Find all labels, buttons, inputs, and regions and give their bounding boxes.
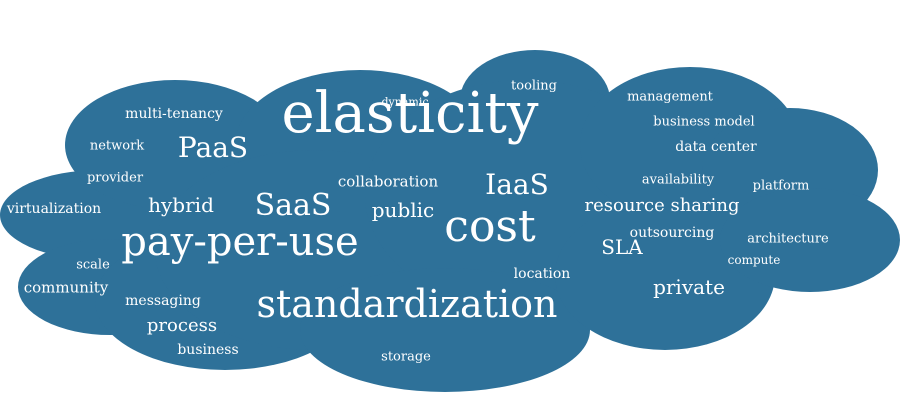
word-dynamic: dynamic <box>381 95 429 109</box>
word-collaboration: collaboration <box>337 172 439 191</box>
word-tooling: tooling <box>511 78 557 94</box>
word-data-center: data center <box>675 139 757 155</box>
word-community: community <box>23 278 109 297</box>
word-private: private <box>653 275 725 299</box>
word-multi-tenancy: multi-tenancy <box>125 106 223 122</box>
word-business: business <box>177 342 239 358</box>
word-pay-per-use: pay-per-use <box>121 219 359 265</box>
word-network: network <box>89 138 145 154</box>
word-storage: storage <box>381 349 431 365</box>
word-resource-sharing: resource sharing <box>584 195 740 216</box>
word-iaas: IaaS <box>485 168 549 201</box>
word-outsourcing: outsourcing <box>629 225 715 241</box>
word-public: public <box>371 198 435 222</box>
word-hybrid: hybrid <box>148 193 214 217</box>
word-scale: scale <box>76 257 110 273</box>
cloud-fill <box>0 50 900 392</box>
word-messaging: messaging <box>125 293 201 309</box>
word-platform: platform <box>752 178 810 194</box>
word-virtualization: virtualization <box>6 201 102 217</box>
word-architecture: architecture <box>747 231 829 247</box>
word-availability: availability <box>641 172 715 188</box>
word-standardization: standardization <box>256 282 558 326</box>
word-process: process <box>146 315 218 336</box>
word-compute: compute <box>727 253 781 267</box>
word-cost: cost <box>444 201 536 252</box>
word-sla: SLA <box>601 235 643 259</box>
word-provider: provider <box>86 170 144 186</box>
word-location: location <box>513 266 571 282</box>
word-management: management <box>627 89 713 105</box>
word-business-model: business model <box>653 114 755 130</box>
word-saas: SaaS <box>254 188 332 223</box>
word-elasticity: elasticity <box>281 81 539 146</box>
word-paas: PaaS <box>177 131 249 164</box>
